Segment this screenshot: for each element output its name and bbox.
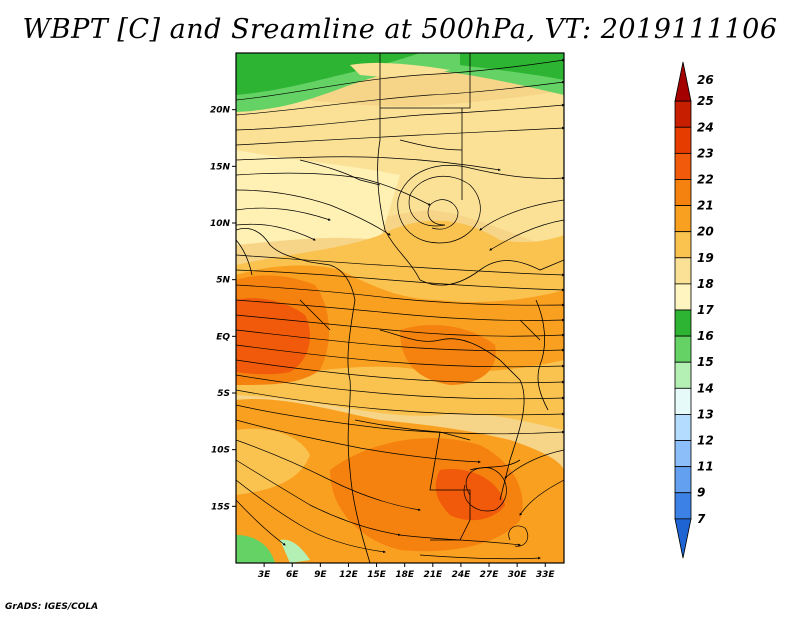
- country-borders: [236, 53, 564, 563]
- lat-tick-label: 10S: [211, 446, 230, 456]
- lat-tick-label: 20N: [210, 106, 231, 116]
- lon-tick-label: 15E: [367, 570, 387, 580]
- colorbar-swatch: [674, 309, 692, 337]
- colorbar-label: 15: [697, 355, 714, 369]
- lat-tick-label: 15N: [210, 162, 231, 172]
- colorbar-swatch: [674, 126, 692, 154]
- lon-tick-label: 18E: [395, 570, 415, 580]
- colorbar-label: 7: [697, 512, 706, 526]
- colorbar-label: 16: [697, 329, 714, 343]
- colorbar-swatch: [674, 152, 692, 180]
- lat-tick-label: 5S: [217, 389, 230, 399]
- colorbar-label: 17: [697, 303, 714, 317]
- lat-tick-label: 5N: [216, 276, 230, 286]
- lat-tick-label: 15S: [211, 502, 230, 512]
- wbpt-field: [236, 53, 564, 563]
- colorbar-swatch: [674, 361, 692, 389]
- latitude-axis: 20N 15N 10N 5N EQ 5S 10S 15S: [210, 106, 236, 512]
- map-title: WBPT [C] and Sreamline at 500hPa, VT: 20…: [22, 14, 778, 45]
- colorbar-label: 21: [697, 199, 714, 213]
- lon-tick-label: 30E: [508, 570, 528, 580]
- map-frame: [235, 52, 565, 564]
- streamlines: [236, 58, 564, 560]
- colorbar-label: 14: [697, 381, 714, 395]
- colorbar-swatch: [674, 414, 692, 441]
- lon-tick-label: 21E: [423, 570, 443, 580]
- colorbar-swatch: [674, 257, 692, 285]
- colorbar-label: 12: [697, 434, 714, 448]
- colorbar-label: 9: [697, 486, 705, 500]
- colorbar-label: 22: [697, 172, 714, 186]
- lon-tick-label: 12E: [339, 570, 359, 580]
- colorbar-swatch: [674, 492, 692, 520]
- colorbar-label: 25: [697, 94, 714, 108]
- colorbar-swatch: [674, 100, 692, 128]
- colorbar-swatch: [674, 335, 692, 363]
- colorbar-swatch: [674, 387, 692, 415]
- colorbar-swatch: [674, 440, 692, 468]
- colorbar-swatch: [674, 466, 692, 494]
- colorbar-swatch: [674, 61, 692, 102]
- colorbar-label: 18: [697, 277, 714, 291]
- lon-tick-label: 6E: [286, 570, 299, 580]
- grads-credit: GrADS: IGES/COLA: [5, 602, 99, 612]
- colorbar-label: 23: [697, 146, 714, 160]
- lon-tick-label: 24E: [452, 570, 472, 580]
- lon-tick-label: 3E: [258, 570, 271, 580]
- colorbar-swatch: [674, 518, 692, 559]
- lon-tick-label: 9E: [314, 570, 327, 580]
- colorbar-swatch: [674, 205, 692, 233]
- longitude-axis: 3E 6E 9E 12E 15E 18E 21E 24E 27E 30E 33E: [258, 563, 556, 580]
- lon-tick-label: 27E: [480, 570, 500, 580]
- colorbar-label: 19: [697, 251, 714, 265]
- lon-tick-label: 33E: [536, 570, 556, 580]
- colorbar-swatch: [674, 179, 692, 206]
- colorbar-label: 11: [697, 460, 714, 474]
- colorbar-label: 26: [697, 73, 714, 87]
- colorbar-label: 20: [697, 225, 714, 239]
- colorbar-swatch: [674, 231, 692, 259]
- colorbar-label: 13: [697, 407, 714, 421]
- lat-tick-label: EQ: [216, 332, 230, 342]
- lat-tick-label: 10N: [210, 219, 231, 229]
- colorbar-label: 24: [697, 120, 714, 134]
- colorbar-swatch: [674, 283, 692, 311]
